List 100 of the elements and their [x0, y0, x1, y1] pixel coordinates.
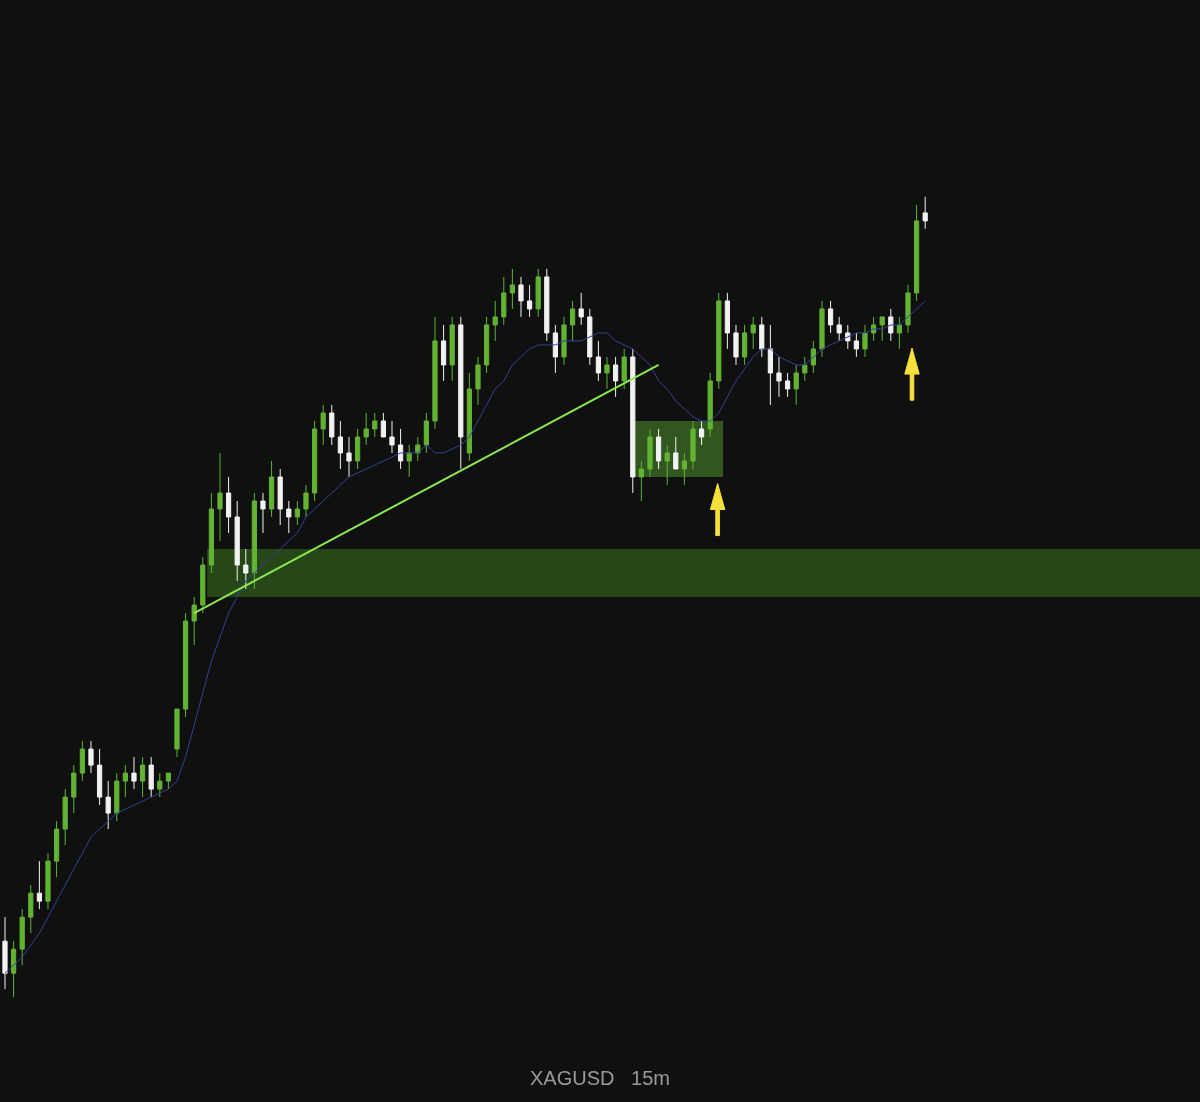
candlestick — [363, 412, 369, 446]
candlestick — [862, 324, 868, 358]
candlestick — [501, 276, 507, 326]
candlestick — [569, 300, 576, 342]
candlestick — [707, 372, 713, 438]
candlestick — [587, 308, 593, 366]
candlestick — [492, 300, 498, 342]
candlestick — [372, 412, 378, 438]
candlestick — [612, 356, 619, 398]
candlestick — [200, 556, 206, 614]
candlestick — [45, 852, 51, 910]
candlestick — [251, 492, 257, 590]
candlestick — [380, 412, 386, 438]
candlestick — [389, 420, 395, 454]
candlestick — [724, 292, 730, 350]
candlestick — [767, 324, 773, 406]
candlestick — [561, 316, 567, 366]
candlestick — [673, 436, 679, 470]
candlestick — [475, 356, 481, 406]
candlestick — [157, 772, 163, 798]
candlestick — [836, 316, 842, 342]
candlestick — [397, 428, 404, 470]
candlestick — [879, 316, 885, 342]
candlestick — [122, 764, 128, 798]
candlestick — [509, 268, 515, 310]
candlestick — [79, 740, 85, 782]
candlestick — [483, 316, 490, 374]
candlestick — [776, 356, 782, 398]
candlestick — [432, 316, 438, 430]
candlestick — [922, 196, 928, 230]
candlestick — [681, 452, 687, 486]
candlestick — [406, 444, 412, 478]
candlestick — [311, 420, 318, 502]
candlestick — [733, 324, 739, 366]
candlestick — [148, 756, 154, 798]
candlestick — [105, 780, 111, 830]
candlestick — [604, 356, 610, 390]
candlestick — [544, 268, 550, 342]
candlestick — [234, 500, 240, 582]
candlestick — [423, 412, 429, 454]
candlestick — [286, 500, 292, 534]
candlestick — [114, 772, 120, 822]
candlestick — [518, 276, 524, 318]
candlestick — [784, 372, 791, 398]
candlestick — [191, 596, 197, 646]
candlestick — [71, 764, 77, 814]
candlestick — [552, 324, 558, 374]
candlestick — [303, 484, 309, 518]
candlestick — [741, 324, 748, 366]
candlestick — [268, 460, 275, 518]
candlestick — [853, 332, 859, 358]
candlestick — [2, 916, 8, 990]
candlestick — [466, 372, 472, 462]
candlestick — [827, 300, 834, 334]
candlestick — [225, 476, 232, 534]
candlestick — [888, 308, 894, 342]
candlestick — [165, 772, 171, 790]
candlestick — [750, 316, 756, 350]
candlestick — [88, 740, 94, 774]
candlestick — [131, 756, 137, 790]
candlestick — [578, 292, 584, 326]
candlestick — [793, 364, 799, 406]
candlestick — [217, 452, 223, 542]
candlestick — [647, 428, 653, 478]
candlestick — [913, 204, 920, 302]
candlestick — [905, 284, 911, 334]
candlestick — [277, 468, 283, 526]
candlestick — [62, 788, 68, 846]
candlestick — [716, 292, 722, 390]
candlestick — [10, 940, 17, 998]
candlestick — [638, 460, 644, 502]
candlestick — [19, 908, 25, 966]
candlestick — [354, 428, 361, 470]
candlestick — [440, 324, 447, 382]
candlestick — [294, 500, 300, 526]
candlestick — [698, 420, 705, 446]
candlestick — [458, 316, 464, 470]
candlestick — [595, 340, 601, 382]
candlestick — [174, 708, 180, 758]
candlestick — [630, 348, 636, 494]
candlestick — [260, 492, 266, 534]
text: XAGUSD 15m — [529, 1066, 671, 1089]
candlestick — [182, 612, 189, 718]
candlestick — [449, 316, 455, 382]
candlestick — [53, 820, 60, 878]
candlestick — [243, 548, 249, 590]
candlestick — [337, 420, 343, 470]
candlestick — [621, 348, 627, 390]
candlestick — [96, 748, 103, 806]
candlestick — [664, 444, 670, 486]
candlestick — [346, 436, 352, 478]
candlestick — [28, 884, 34, 934]
candlestick — [208, 492, 214, 574]
candlestick — [320, 404, 326, 446]
candlestick — [819, 300, 825, 358]
candlestick — [655, 428, 662, 470]
candlestick — [36, 860, 42, 910]
candlestick — [526, 284, 533, 318]
candlestick — [535, 268, 541, 318]
candlestick — [896, 316, 902, 350]
